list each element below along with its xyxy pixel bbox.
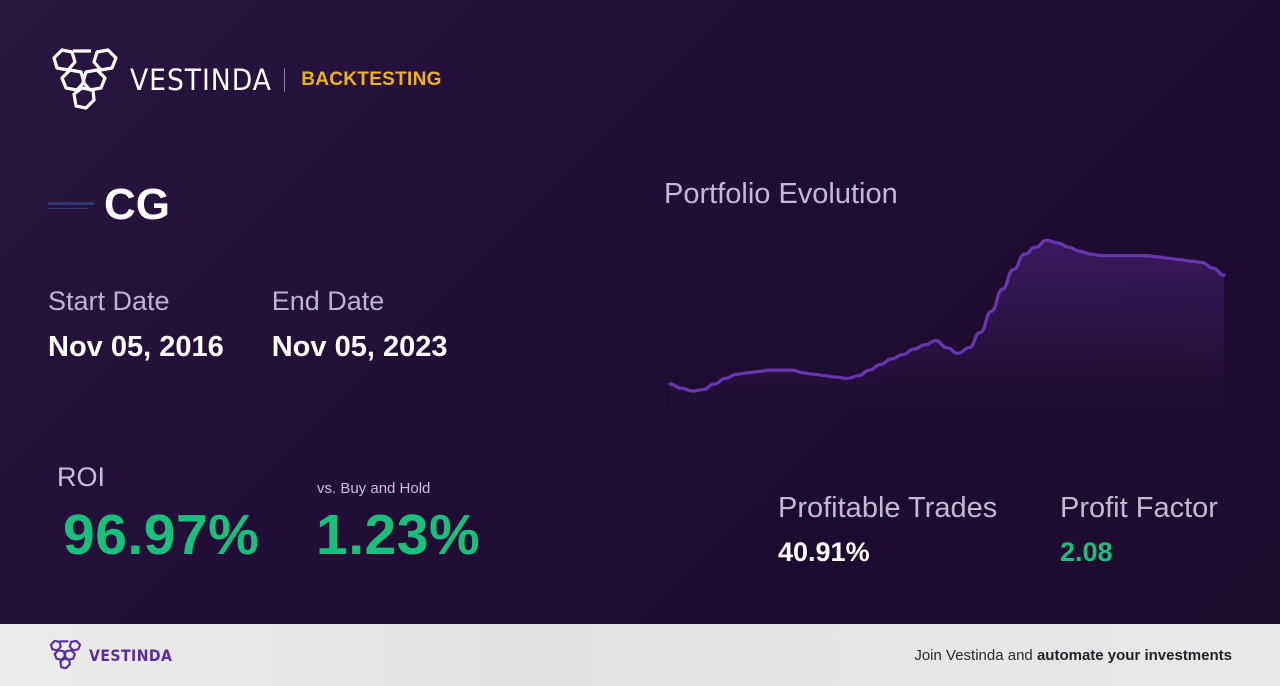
chart-line [668, 238, 1226, 393]
section-tag: BACKTESTING [301, 69, 442, 90]
buy-and-hold-label: vs. Buy and Hold [317, 480, 431, 497]
profit-factor-label: Profit Factor [1060, 492, 1218, 524]
end-date-block: End Date Nov 05, 2023 [272, 286, 448, 364]
profit-factor-metric: Profit Factor 2.08 [1060, 492, 1218, 568]
header: VESTINDA BACKTESTING [48, 46, 442, 114]
roi-label: ROI [57, 462, 106, 492]
end-date-value: Nov 05, 2023 [271, 331, 448, 363]
start-date-block: Start Date Nov 05, 2016 [48, 286, 224, 364]
start-date-value: Nov 05, 2016 [48, 331, 224, 363]
profitable-trades-metric: Profitable Trades 40.91% [778, 492, 997, 568]
footer-cta-prefix: Join Vestinda and [914, 646, 1037, 664]
buy-and-hold-value: 1.23% [316, 503, 481, 567]
hero-panel: VESTINDA BACKTESTING CG Start Date Nov 0… [0, 0, 1280, 624]
brand-name: VESTINDA [130, 63, 272, 97]
footer: VESTINDA Join Vestinda and automate your… [0, 624, 1280, 686]
start-date-label: Start Date [48, 286, 170, 316]
chart-area [670, 240, 1224, 410]
footer-cta-bold: automate your investments [1036, 646, 1232, 664]
profitable-trades-value: 40.91% [778, 537, 870, 567]
end-date-label: End Date [271, 286, 385, 316]
footer-brand-name: VESTINDA [89, 645, 173, 665]
company-logo-icon [48, 198, 96, 212]
date-range: Start Date Nov 05, 2016 End Date Nov 05,… [48, 286, 495, 364]
ticker-symbol: CG [104, 180, 170, 229]
footer-brand-link[interactable]: VESTINDA [48, 639, 184, 671]
roi-value: 96.97% [63, 503, 260, 567]
footer-cta-link[interactable]: Join Vestinda and automate your investme… [914, 647, 1232, 664]
header-divider [284, 68, 286, 92]
chart-title: Portfolio Evolution [664, 178, 898, 210]
profitable-trades-label: Profitable Trades [778, 492, 998, 524]
vestinda-logo-icon [52, 48, 118, 110]
vestinda-logo-icon [49, 639, 82, 670]
profit-factor-value: 2.08 [1060, 537, 1113, 567]
asset-row: CG [48, 180, 170, 230]
portfolio-evolution-chart [668, 238, 1226, 410]
